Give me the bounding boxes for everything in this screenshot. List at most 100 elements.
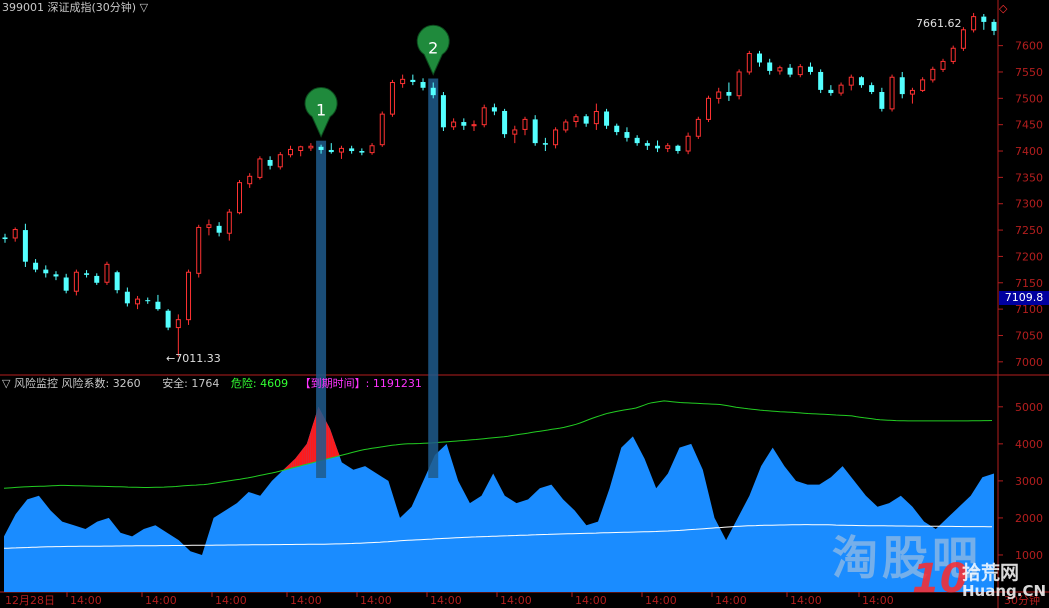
candle: [634, 135, 640, 146]
candle-body: [889, 76, 895, 110]
candle: [124, 287, 130, 307]
risk-overflow: [314, 413, 317, 463]
x-axis-label: 14:00: [70, 594, 102, 607]
x-axis-label: 14:00: [500, 594, 532, 607]
menu-down-icon[interactable]: ▽: [139, 1, 149, 14]
safe-label: 安全:: [162, 377, 188, 390]
candle: [451, 118, 457, 130]
candle-body: [461, 122, 467, 126]
candle-body: [84, 273, 90, 275]
candle-body: [848, 76, 854, 86]
candle: [216, 222, 222, 237]
candle-body: [553, 129, 559, 146]
price-tick-label: 7250: [1015, 224, 1043, 237]
candle: [736, 69, 742, 100]
diamond-icon: ◇: [999, 2, 1008, 15]
danger-value: 4609: [260, 377, 289, 390]
candle-body: [308, 145, 314, 149]
candle: [22, 223, 28, 267]
risk-overflow: [301, 448, 303, 466]
candle: [695, 116, 701, 139]
candle-body: [43, 269, 49, 274]
candle: [706, 95, 712, 123]
candle: [420, 78, 426, 91]
candle-body: [165, 310, 171, 328]
candle: [960, 27, 966, 51]
x-axis-label: 14:00: [645, 594, 677, 607]
candle: [920, 77, 926, 92]
index-name: 深证成指(30分钟): [47, 1, 137, 14]
candle: [522, 116, 528, 136]
candle-body: [430, 87, 436, 96]
x-axis-label: 14:00: [862, 594, 894, 607]
candle-body: [287, 148, 293, 156]
candle-body: [389, 82, 395, 115]
candle: [787, 64, 793, 78]
candle-body: [410, 79, 416, 82]
candle: [909, 87, 915, 104]
candle: [318, 144, 324, 154]
candle: [716, 87, 722, 104]
indicator-header[interactable]: ▽ 风险监控 风险系数: 3260 安全: 1764 危险: 4609 【到期时…: [2, 377, 422, 391]
candle-body: [675, 145, 681, 152]
candle-body: [685, 135, 691, 152]
candle-body: [73, 271, 79, 292]
price-tick-label: 7300: [1015, 198, 1043, 211]
current-price-value: 7109.8: [1004, 291, 1044, 304]
watermark-site: Huang.CN: [962, 582, 1047, 600]
candle-body: [63, 277, 69, 291]
candle-body: [512, 129, 518, 135]
menu-down-icon[interactable]: ▽: [2, 377, 11, 390]
risk-overflow: [337, 451, 340, 457]
current-price-box: 7109.8: [999, 291, 1049, 305]
candle-body: [104, 263, 110, 283]
chart-header[interactable]: 399001 深证成指(30分钟) ▽: [2, 1, 148, 15]
candle: [644, 140, 650, 150]
x-axis-label: 14:00: [430, 594, 462, 607]
candle-body: [797, 66, 803, 76]
candle-body: [277, 154, 283, 168]
candle: [553, 127, 559, 149]
signal-marker-1[interactable]: 1: [304, 87, 338, 138]
signal-markers[interactable]: 12: [304, 24, 450, 138]
risk-overflow: [304, 443, 307, 465]
candle: [43, 265, 49, 278]
candle-body: [991, 21, 997, 31]
candle-body: [706, 97, 712, 120]
candle-body: [216, 225, 222, 233]
risk-overflow: [302, 446, 305, 466]
candle: [655, 140, 661, 153]
candle-body: [349, 148, 355, 152]
candle-body: [787, 67, 793, 75]
candle: [226, 208, 232, 241]
price-tick-label: 7050: [1015, 329, 1043, 342]
candle-body: [196, 226, 202, 274]
candle: [12, 227, 18, 242]
candle-body: [909, 89, 915, 95]
candle: [369, 143, 375, 155]
candle-body: [899, 77, 905, 95]
risk-overflow: [291, 460, 294, 469]
candle-body: [145, 300, 151, 302]
marker-pin-icon: [304, 87, 338, 138]
marker-label: 1: [316, 101, 326, 120]
candle-body: [726, 91, 732, 96]
risk-area: [4, 406, 994, 592]
candle-body: [838, 84, 844, 94]
price-tick-label: 7400: [1015, 145, 1043, 158]
candle: [267, 156, 273, 170]
risk-overflow: [293, 458, 296, 468]
candle-body: [267, 159, 273, 166]
candle: [563, 119, 569, 133]
risk-overflow: [306, 437, 309, 465]
candle: [135, 295, 141, 310]
candle-body: [614, 125, 620, 133]
candle: [287, 145, 293, 158]
candle: [53, 271, 59, 281]
x-axis: 12月28日 14:00 14:00 14:00 14:00 14:00 14:00 14:0…: [5, 2, 1040, 607]
candle-body: [971, 16, 977, 31]
candle: [328, 143, 334, 154]
signal-marker-2[interactable]: 2: [416, 24, 450, 76]
risk-overflow: [295, 456, 298, 468]
